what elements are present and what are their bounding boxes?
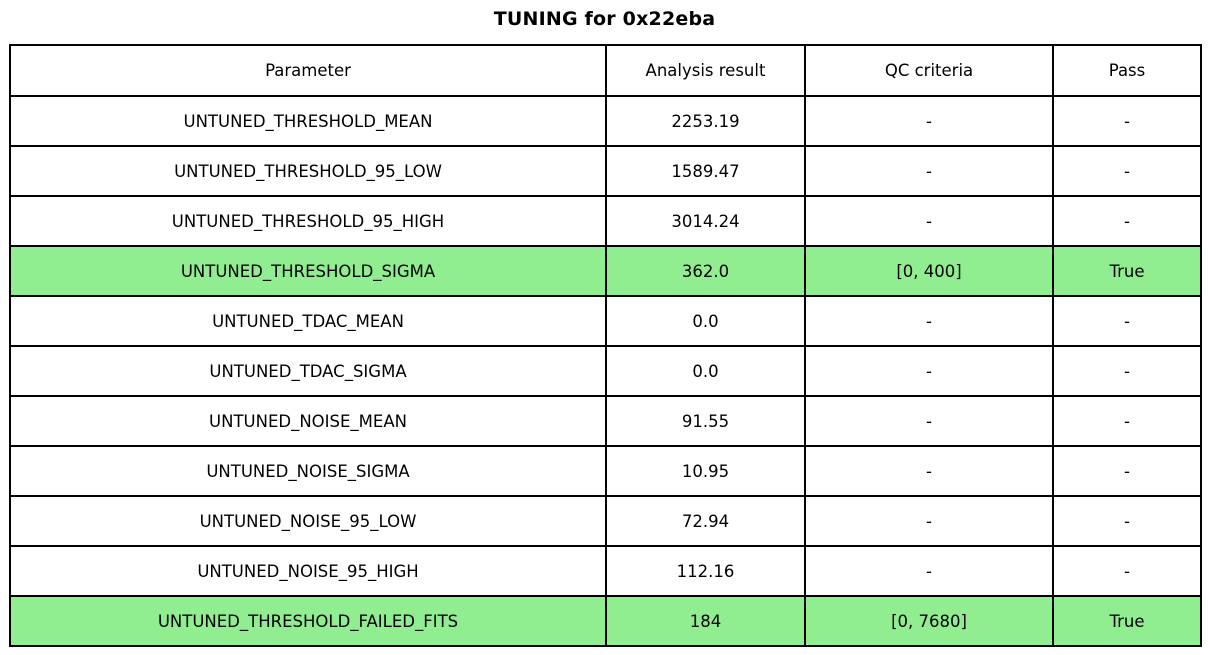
pass-cell: -: [1052, 495, 1202, 547]
qc-criteria-cell: -: [804, 445, 1054, 497]
column-header-pass: Pass: [1052, 44, 1202, 97]
pass-cell: -: [1052, 545, 1202, 597]
table-row: UNTUNED_THRESHOLD_95_LOW 1589.47- -: [9, 145, 1202, 197]
parameter-cell: UNTUNED_THRESHOLD_95_HIGH: [9, 195, 607, 247]
column-header-parameter: Parameter: [9, 44, 607, 97]
parameter-cell: UNTUNED_NOISE_95_LOW: [9, 495, 607, 547]
pass-cell: -: [1052, 145, 1202, 197]
header-row: Parameter Analysis result QC criteria Pa…: [9, 44, 1202, 97]
parameter-cell: UNTUNED_NOISE_95_HIGH: [9, 545, 607, 597]
table-row: UNTUNED_NOISE_95_HIGH 112.16- -: [9, 545, 1202, 597]
table-row: UNTUNED_THRESHOLD_MEAN 2253.19- -: [9, 95, 1202, 147]
pass-cell: -: [1052, 295, 1202, 347]
analysis-result-cell: 184: [605, 595, 806, 647]
pass-cell: -: [1052, 345, 1202, 397]
pass-cell: -: [1052, 95, 1202, 147]
qc-table: Parameter Analysis result QC criteria Pa…: [9, 44, 1202, 647]
table-row: UNTUNED_NOISE_SIGMA 10.95- -: [9, 445, 1202, 497]
qc-criteria-cell: [0, 7680]: [804, 595, 1054, 647]
pass-cell: -: [1052, 195, 1202, 247]
parameter-cell: UNTUNED_TDAC_MEAN: [9, 295, 607, 347]
analysis-result-cell: 112.16: [605, 545, 806, 597]
analysis-result-cell: 72.94: [605, 495, 806, 547]
analysis-result-cell: 10.95: [605, 445, 806, 497]
table-row-highlighted: UNTUNED_THRESHOLD_SIGMA 362.0 [0, 400] True: [9, 245, 1202, 297]
qc-criteria-cell: -: [804, 145, 1054, 197]
column-header-analysis-result: Analysis result: [605, 44, 806, 97]
qc-criteria-cell: -: [804, 295, 1054, 347]
qc-criteria-cell: -: [804, 545, 1054, 597]
qc-criteria-cell: -: [804, 345, 1054, 397]
analysis-result-cell: 91.55: [605, 395, 806, 447]
parameter-cell: UNTUNED_THRESHOLD_SIGMA: [9, 245, 607, 297]
analysis-result-cell: 3014.24: [605, 195, 806, 247]
analysis-result-cell: 1589.47: [605, 145, 806, 197]
qc-criteria-cell: -: [804, 95, 1054, 147]
qc-criteria-cell: [0, 400]: [804, 245, 1054, 297]
analysis-result-cell: 2253.19: [605, 95, 806, 147]
pass-cell: -: [1052, 445, 1202, 497]
table-row-highlighted: UNTUNED_THRESHOLD_FAILED_FITS 184 [0, 7680…: [9, 595, 1202, 647]
parameter-cell: UNTUNED_NOISE_MEAN: [9, 395, 607, 447]
analysis-result-cell: 0.0: [605, 295, 806, 347]
table-row: UNTUNED_NOISE_95_LOW 72.94- -: [9, 495, 1202, 547]
parameter-cell: UNTUNED_NOISE_SIGMA: [9, 445, 607, 497]
pass-cell: True: [1052, 245, 1202, 297]
qc-criteria-cell: -: [804, 195, 1054, 247]
analysis-result-cell: 362.0: [605, 245, 806, 297]
parameter-cell: UNTUNED_THRESHOLD_FAILED_FITS: [9, 595, 607, 647]
pass-cell: -: [1052, 395, 1202, 447]
qc-criteria-cell: -: [804, 395, 1054, 447]
table-row: UNTUNED_TDAC_SIGMA 0.0- -: [9, 345, 1202, 397]
parameter-cell: UNTUNED_THRESHOLD_MEAN: [9, 95, 607, 147]
pass-cell: True: [1052, 595, 1202, 647]
column-header-qc-criteria: QC criteria: [804, 44, 1054, 97]
qc-criteria-cell: -: [804, 495, 1054, 547]
table-row: UNTUNED_THRESHOLD_95_HIGH 3014.24- -: [9, 195, 1202, 247]
parameter-cell: UNTUNED_THRESHOLD_95_LOW: [9, 145, 607, 197]
table-row: UNTUNED_TDAC_MEAN 0.0- -: [9, 295, 1202, 347]
figure-title: TUNING for 0x22eba: [493, 8, 716, 30]
table-row: UNTUNED_NOISE_MEAN 91.55- -: [9, 395, 1202, 447]
parameter-cell: UNTUNED_TDAC_SIGMA: [9, 345, 607, 397]
analysis-result-cell: 0.0: [605, 345, 806, 397]
